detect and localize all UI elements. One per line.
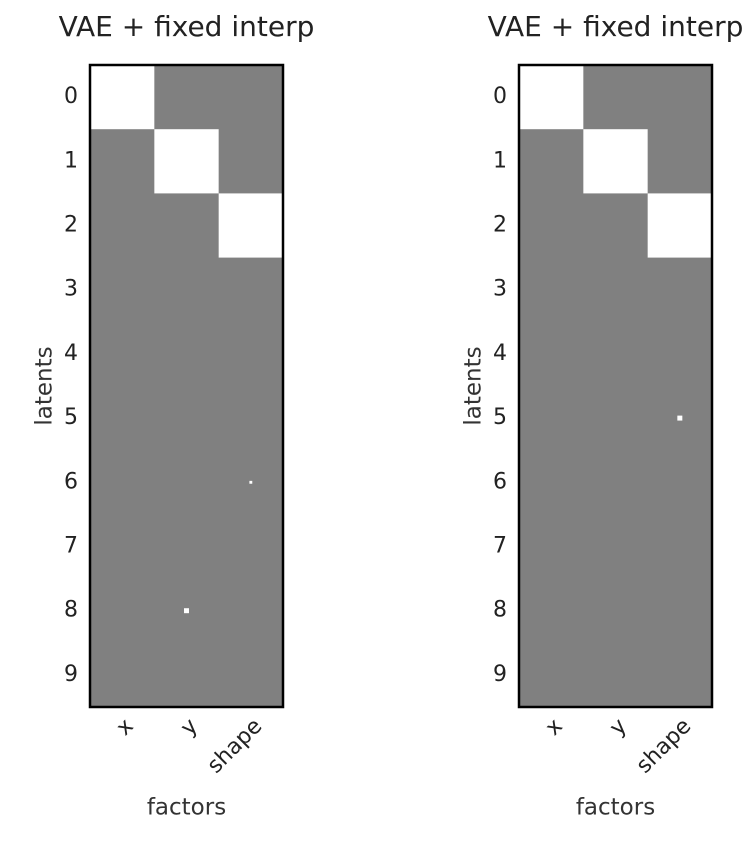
y-axis-label: latents	[461, 346, 487, 425]
y-tick-label: 2	[64, 213, 78, 238]
hinton-square	[583, 129, 648, 194]
y-tick-label: 2	[493, 213, 507, 238]
x-tick-label: y	[176, 714, 203, 741]
y-tick-label: 9	[493, 662, 507, 687]
hinton-square	[249, 480, 253, 484]
y-tick-label: 3	[64, 277, 78, 302]
x-tick-label: x	[541, 714, 568, 741]
hinton-square	[184, 608, 189, 614]
y-tick-label: 5	[64, 405, 78, 430]
x-axis-label: factors	[576, 795, 655, 821]
chart-title: VAE + fixed interp	[59, 10, 315, 43]
y-tick-label: 1	[64, 148, 78, 173]
hinton-square	[677, 415, 683, 421]
y-tick-label: 8	[64, 598, 78, 623]
x-tick-label: shape	[203, 714, 268, 779]
y-tick-label: 9	[64, 662, 78, 687]
y-tick-label: 6	[493, 469, 507, 494]
x-tick-label: x	[112, 714, 139, 741]
x-tick-label: shape	[632, 714, 697, 779]
y-tick-label: 7	[64, 534, 78, 559]
hinton-square	[519, 65, 584, 130]
y-axis-label: latents	[32, 346, 58, 425]
chart-title: VAE + fixed interp	[488, 10, 744, 43]
y-tick-label: 4	[64, 341, 78, 366]
x-tick-label: y	[605, 714, 632, 741]
y-tick-label: 7	[493, 534, 507, 559]
hinton-square	[218, 193, 283, 258]
plot-frame	[88, 63, 285, 709]
y-tick-label: 5	[493, 405, 507, 430]
y-tick-label: 8	[493, 598, 507, 623]
y-tick-label: 4	[493, 341, 507, 366]
hinton-square	[90, 65, 155, 130]
y-tick-label: 0	[64, 84, 78, 109]
hinton-square	[647, 193, 712, 258]
y-tick-label: 6	[64, 469, 78, 494]
x-axis-label: factors	[147, 795, 226, 821]
y-tick-label: 1	[493, 148, 507, 173]
y-tick-label: 0	[493, 84, 507, 109]
y-tick-label: 3	[493, 277, 507, 302]
plot-frame	[517, 63, 714, 709]
hinton-square	[154, 129, 219, 194]
